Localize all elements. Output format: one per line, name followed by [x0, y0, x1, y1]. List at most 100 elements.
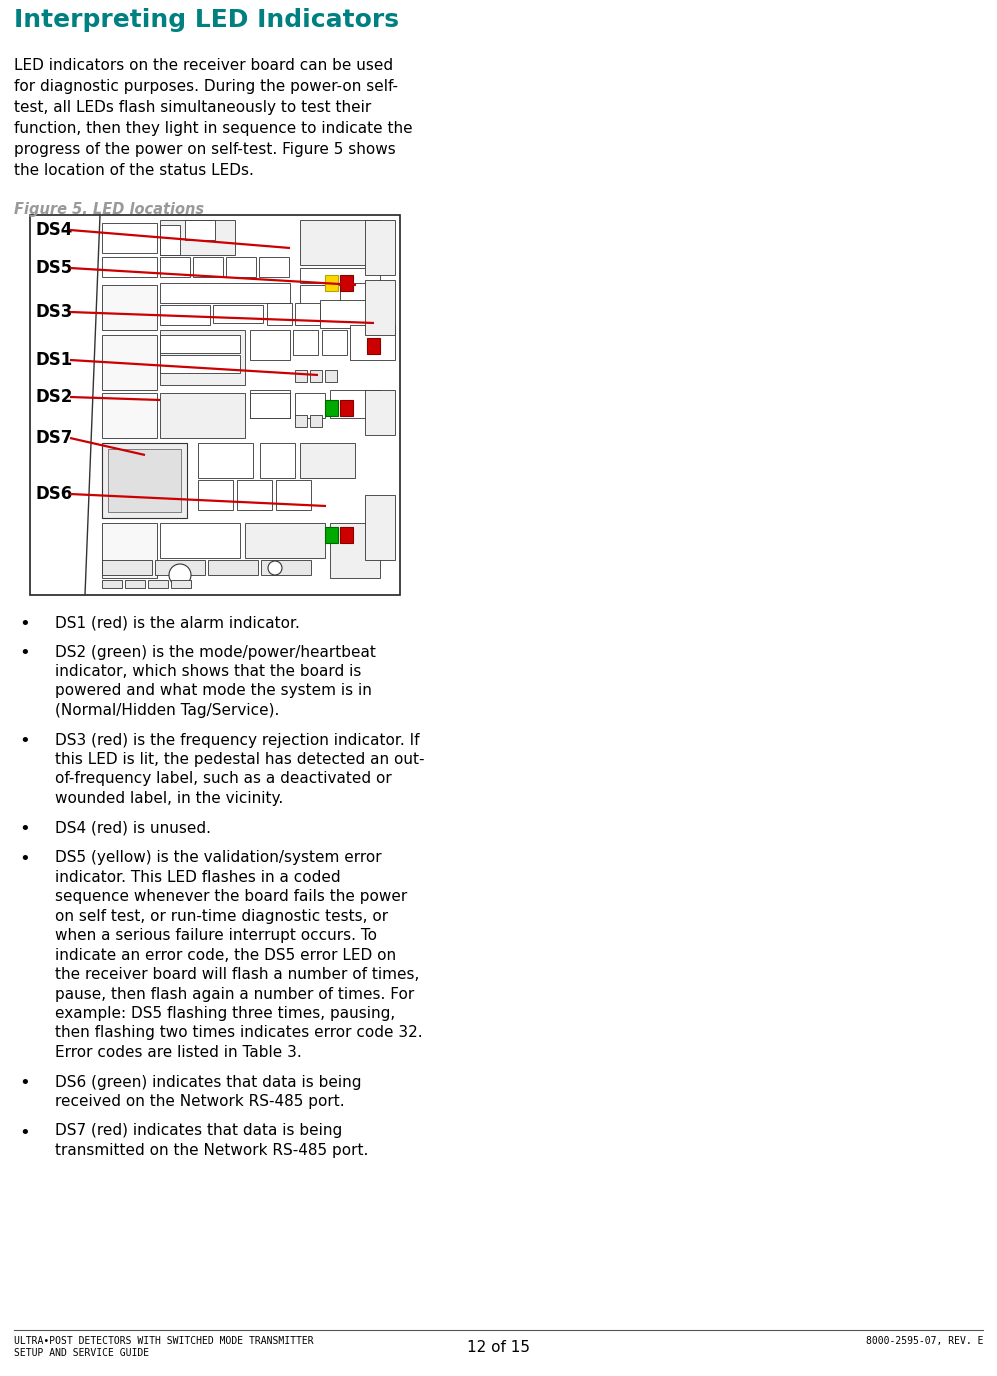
- Bar: [295, 394, 325, 418]
- Text: DS2 (green) is the mode/power/heartbeat: DS2 (green) is the mode/power/heartbeat: [55, 644, 376, 659]
- Bar: [160, 283, 290, 303]
- Text: indicate an error code, the DS5 error LED on: indicate an error code, the DS5 error LE…: [55, 948, 396, 962]
- Bar: [160, 257, 190, 277]
- Text: DS7 (red) indicates that data is being: DS7 (red) indicates that data is being: [55, 1123, 342, 1138]
- Text: on self test, or run-time diagnostic tests, or: on self test, or run-time diagnostic tes…: [55, 908, 388, 923]
- Text: pause, then flash again a number of times. For: pause, then flash again a number of time…: [55, 987, 414, 1002]
- Text: •: •: [19, 732, 30, 750]
- Bar: [160, 305, 210, 325]
- Bar: [160, 355, 240, 373]
- Bar: [340, 527, 353, 544]
- Text: •: •: [19, 615, 30, 633]
- Text: this LED is lit, the pedestal has detected an out-: this LED is lit, the pedestal has detect…: [55, 753, 425, 766]
- Bar: [102, 560, 152, 575]
- Bar: [250, 389, 290, 418]
- Bar: [340, 400, 353, 416]
- Bar: [171, 581, 191, 588]
- Text: DS1 (red) is the alarm indicator.: DS1 (red) is the alarm indicator.: [55, 615, 300, 630]
- Bar: [160, 523, 240, 559]
- Bar: [226, 257, 256, 277]
- Bar: [365, 495, 395, 560]
- Bar: [310, 370, 322, 383]
- Text: •: •: [19, 850, 30, 868]
- Text: •: •: [19, 1123, 30, 1142]
- Text: example: DS5 flashing three times, pausing,: example: DS5 flashing three times, pausi…: [55, 1006, 395, 1021]
- Bar: [295, 303, 320, 325]
- Bar: [160, 334, 240, 354]
- Bar: [198, 443, 253, 477]
- Text: Figure 5. LED locations: Figure 5. LED locations: [14, 202, 204, 217]
- Text: indicator. This LED flashes in a coded: indicator. This LED flashes in a coded: [55, 870, 341, 885]
- Text: powered and what mode the system is in: powered and what mode the system is in: [55, 684, 372, 699]
- Bar: [160, 220, 235, 255]
- Bar: [330, 389, 380, 418]
- Bar: [325, 370, 337, 383]
- Bar: [300, 285, 340, 305]
- Text: DS5: DS5: [35, 259, 72, 277]
- Text: the location of the status LEDs.: the location of the status LEDs.: [14, 162, 254, 178]
- Bar: [30, 215, 400, 594]
- Bar: [102, 223, 157, 253]
- Bar: [102, 285, 157, 330]
- Ellipse shape: [169, 564, 191, 586]
- Bar: [300, 443, 355, 477]
- Text: when a serious failure interrupt occurs. To: when a serious failure interrupt occurs.…: [55, 927, 377, 943]
- Bar: [310, 416, 322, 427]
- Bar: [322, 330, 347, 355]
- Bar: [102, 257, 157, 277]
- Text: DS6 (green) indicates that data is being: DS6 (green) indicates that data is being: [55, 1075, 362, 1090]
- Bar: [325, 527, 338, 544]
- Bar: [102, 443, 187, 517]
- Text: ULTRA•POST DETECTORS WITH SWITCHED MODE TRANSMITTER: ULTRA•POST DETECTORS WITH SWITCHED MODE …: [14, 1336, 314, 1346]
- Bar: [198, 480, 233, 510]
- Bar: [350, 325, 395, 361]
- Bar: [208, 560, 258, 575]
- Text: DS1: DS1: [35, 351, 72, 369]
- Text: wounded label, in the vicinity.: wounded label, in the vicinity.: [55, 791, 283, 806]
- Text: of-frequency label, such as a deactivated or: of-frequency label, such as a deactivate…: [55, 772, 392, 787]
- Bar: [300, 220, 380, 266]
- Text: •: •: [19, 644, 30, 662]
- Bar: [148, 581, 168, 588]
- Bar: [125, 581, 145, 588]
- Bar: [250, 394, 290, 418]
- Text: DS7: DS7: [35, 429, 73, 447]
- Text: for diagnostic purposes. During the power-on self-: for diagnostic purposes. During the powe…: [14, 78, 398, 94]
- Text: SETUP AND SERVICE GUIDE: SETUP AND SERVICE GUIDE: [14, 1348, 150, 1358]
- Bar: [259, 257, 289, 277]
- Bar: [300, 268, 380, 283]
- Text: then flashing two times indicates error code 32.: then flashing two times indicates error …: [55, 1025, 423, 1040]
- Text: indicator, which shows that the board is: indicator, which shows that the board is: [55, 665, 361, 678]
- Bar: [102, 523, 157, 578]
- Bar: [365, 389, 395, 435]
- Bar: [295, 416, 307, 427]
- Text: test, all LEDs flash simultaneously to test their: test, all LEDs flash simultaneously to t…: [14, 100, 371, 116]
- Bar: [295, 370, 307, 383]
- Text: 8000-2595-07, REV. E: 8000-2595-07, REV. E: [865, 1336, 983, 1346]
- Text: DS6: DS6: [35, 484, 72, 504]
- Text: the receiver board will flash a number of times,: the receiver board will flash a number o…: [55, 967, 420, 982]
- Text: 12 of 15: 12 of 15: [467, 1340, 530, 1355]
- Bar: [325, 275, 338, 290]
- Text: sequence whenever the board fails the power: sequence whenever the board fails the po…: [55, 889, 407, 904]
- Bar: [365, 220, 395, 275]
- Bar: [267, 303, 292, 325]
- Text: DS4 (red) is unused.: DS4 (red) is unused.: [55, 820, 211, 835]
- Bar: [293, 330, 318, 355]
- Bar: [260, 443, 295, 477]
- Bar: [160, 226, 180, 255]
- Text: DS2: DS2: [35, 388, 73, 406]
- Bar: [102, 334, 157, 389]
- Text: transmitted on the Network RS-485 port.: transmitted on the Network RS-485 port.: [55, 1143, 368, 1159]
- Ellipse shape: [268, 561, 282, 575]
- Bar: [160, 394, 245, 438]
- Text: progress of the power on self-test. Figure 5 shows: progress of the power on self-test. Figu…: [14, 142, 396, 157]
- Bar: [155, 560, 205, 575]
- Bar: [325, 400, 338, 416]
- Bar: [365, 279, 395, 334]
- Bar: [320, 300, 380, 327]
- Text: received on the Network RS-485 port.: received on the Network RS-485 port.: [55, 1094, 345, 1109]
- Text: •: •: [19, 1075, 30, 1093]
- Text: DS5 (yellow) is the validation/system error: DS5 (yellow) is the validation/system er…: [55, 850, 382, 866]
- Bar: [185, 220, 215, 239]
